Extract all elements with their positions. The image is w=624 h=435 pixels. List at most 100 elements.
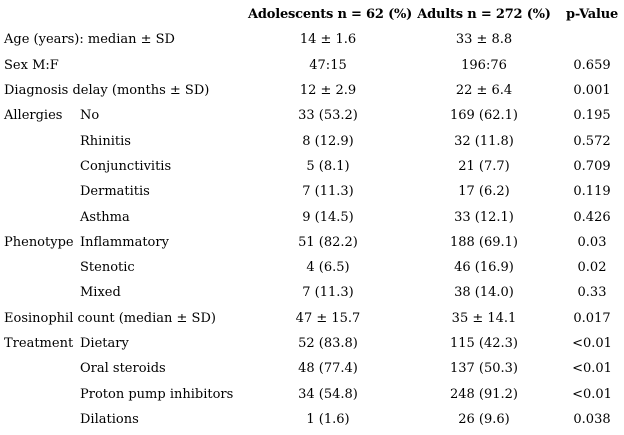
cell-adults: 26 (9.6) bbox=[458, 411, 510, 427]
header-spacer bbox=[0, 2, 248, 27]
table-row: Treatment Dietary 52 (83.8) 115 (42.3) <0.01 bbox=[0, 331, 624, 356]
cell-adults: 196:76 bbox=[461, 57, 507, 73]
cell-adolescents: 52 (83.8) bbox=[298, 336, 358, 351]
row-label: Eosinophil count (median ± SD) bbox=[4, 310, 216, 326]
row-label: Sex M:F bbox=[4, 57, 59, 73]
cell-pvalue: 0.02 bbox=[577, 260, 607, 276]
row-subcategory: Dilations bbox=[80, 411, 139, 427]
cell-adults: 137 (50.3) bbox=[449, 361, 519, 377]
cell-adolescents: 34 (54.8) bbox=[298, 386, 358, 402]
row-category bbox=[0, 154, 80, 179]
cell-pvalue: 0.709 bbox=[573, 158, 611, 174]
cell-adolescents: 33 (53.2) bbox=[298, 108, 358, 124]
row-category bbox=[0, 204, 80, 229]
table-row: Mixed 7 (11.3) 38 (14.0) 0.33 bbox=[0, 280, 624, 305]
table-row: Stenotic 4 (6.5) 46 (16.9) 0.02 bbox=[0, 255, 624, 280]
table-row: Sex M:F 47:15 196:76 0.659 bbox=[0, 53, 624, 78]
cell-adolescents: 48 (77.4) bbox=[298, 361, 358, 377]
row-subcategory: Asthma bbox=[80, 209, 130, 225]
table-body: Age (years): median ± SD 14 ± 1.6 33 ± 8.8… bbox=[0, 27, 624, 432]
table-row: Conjunctivitis 5 (8.1) 21 (7.7) 0.709 bbox=[0, 154, 624, 179]
row-subcategory: Stenotic bbox=[80, 260, 135, 276]
cell-adults: 17 (6.2) bbox=[458, 184, 510, 200]
column-header-adults: Adults n = 272 (%) bbox=[417, 7, 551, 23]
cell-adults: 38 (14.0) bbox=[454, 285, 514, 301]
cell-pvalue: 0.001 bbox=[573, 83, 611, 99]
cell-adolescents: 7 (11.3) bbox=[302, 285, 354, 301]
row-label: Diagnosis delay (months ± SD) bbox=[4, 83, 210, 99]
cell-adults: 248 (91.2) bbox=[449, 386, 519, 402]
row-subcategory: Mixed bbox=[80, 285, 121, 301]
row-category bbox=[0, 179, 80, 204]
row-category bbox=[0, 407, 80, 432]
cell-adolescents: 14 ± 1.6 bbox=[299, 32, 357, 48]
cell-adolescents: 8 (12.9) bbox=[302, 133, 354, 149]
cell-pvalue: 0.426 bbox=[573, 209, 611, 225]
row-subcategory: No bbox=[80, 108, 100, 124]
cell-adults: 115 (42.3) bbox=[449, 336, 519, 351]
table-row: Eosinophil count (median ± SD) 47 ± 15.7 3… bbox=[0, 306, 624, 331]
row-category: Allergies bbox=[4, 108, 63, 124]
cell-pvalue: 0.119 bbox=[573, 184, 611, 200]
table-row: Phenotype Inflammatory 51 (82.2) 188 (69.1)… bbox=[0, 230, 624, 255]
cell-adolescents: 47 ± 15.7 bbox=[295, 310, 361, 326]
cell-adults: 188 (69.1) bbox=[449, 234, 519, 250]
row-category bbox=[0, 128, 80, 153]
cell-adults: 169 (62.1) bbox=[449, 108, 519, 124]
row-label: Age (years): median ± SD bbox=[4, 32, 175, 48]
table-row: Diagnosis delay (months ± SD) 12 ± 2.9 22 … bbox=[0, 78, 624, 103]
row-subcategory: Dietary bbox=[80, 336, 129, 351]
cell-adolescents: 5 (8.1) bbox=[306, 158, 350, 174]
table-row: Allergies No 33 (53.2) 169 (62.1) 0.195 bbox=[0, 103, 624, 128]
table-row: Asthma 9 (14.5) 33 (12.1) 0.426 bbox=[0, 204, 624, 229]
cell-adolescents: 47:15 bbox=[309, 57, 347, 73]
cell-adults: 46 (16.9) bbox=[454, 260, 514, 276]
table-row: Dermatitis 7 (11.3) 17 (6.2) 0.119 bbox=[0, 179, 624, 204]
column-header-adolescents: Adolescents n = 62 (%) bbox=[248, 7, 413, 23]
cell-adolescents: 4 (6.5) bbox=[306, 260, 350, 276]
cell-adolescents: 1 (1.6) bbox=[306, 411, 350, 427]
row-subcategory: Oral steroids bbox=[80, 361, 166, 377]
cell-adolescents: 51 (82.2) bbox=[298, 234, 358, 250]
table-row: Rhinitis 8 (12.9) 32 (11.8) 0.572 bbox=[0, 128, 624, 153]
cell-pvalue: 0.038 bbox=[573, 411, 611, 427]
column-header-pvalue: p-Value bbox=[565, 7, 619, 23]
row-category bbox=[0, 381, 80, 406]
cell-pvalue: 0.03 bbox=[577, 234, 607, 250]
row-subcategory: Proton pump inhibitors bbox=[80, 386, 234, 402]
header-row: Adolescents n = 62 (%) Adults n = 272 (%… bbox=[0, 2, 624, 27]
cell-adults: 32 (11.8) bbox=[454, 133, 514, 149]
row-category: Treatment bbox=[4, 336, 74, 351]
cell-pvalue: 0.33 bbox=[577, 285, 607, 301]
row-category bbox=[0, 255, 80, 280]
row-category bbox=[0, 280, 80, 305]
table-row: Age (years): median ± SD 14 ± 1.6 33 ± 8.8 bbox=[0, 27, 624, 52]
table-row: Dilations 1 (1.6) 26 (9.6) 0.038 bbox=[0, 407, 624, 432]
row-subcategory: Dermatitis bbox=[80, 184, 150, 200]
row-category: Phenotype bbox=[4, 234, 74, 250]
cell-pvalue: <0.01 bbox=[572, 386, 612, 402]
cell-adults: 33 (12.1) bbox=[454, 209, 514, 225]
row-category bbox=[0, 356, 80, 381]
row-subcategory: Inflammatory bbox=[80, 234, 169, 250]
cell-adults: 21 (7.7) bbox=[458, 158, 510, 174]
row-subcategory: Rhinitis bbox=[80, 133, 131, 149]
cell-pvalue: 0.195 bbox=[573, 108, 611, 124]
cell-pvalue: 0.017 bbox=[573, 310, 611, 326]
cell-adolescents: 12 ± 2.9 bbox=[299, 83, 357, 99]
cell-adolescents: 9 (14.5) bbox=[302, 209, 354, 225]
table-row: Oral steroids 48 (77.4) 137 (50.3) <0.01 bbox=[0, 356, 624, 381]
cell-pvalue: 0.659 bbox=[573, 57, 611, 73]
cell-pvalue: 0.572 bbox=[573, 133, 611, 149]
cell-adults: 22 ± 6.4 bbox=[455, 83, 513, 99]
cell-pvalue: <0.01 bbox=[572, 336, 612, 351]
cell-adults: 33 ± 8.8 bbox=[455, 32, 513, 48]
cell-pvalue: <0.01 bbox=[572, 361, 612, 377]
row-subcategory: Conjunctivitis bbox=[80, 158, 172, 174]
cell-pvalue bbox=[560, 27, 624, 52]
table-row: Proton pump inhibitors 34 (54.8) 248 (91.2… bbox=[0, 381, 624, 406]
cell-adults: 35 ± 14.1 bbox=[451, 310, 517, 326]
cell-adolescents: 7 (11.3) bbox=[302, 184, 354, 200]
